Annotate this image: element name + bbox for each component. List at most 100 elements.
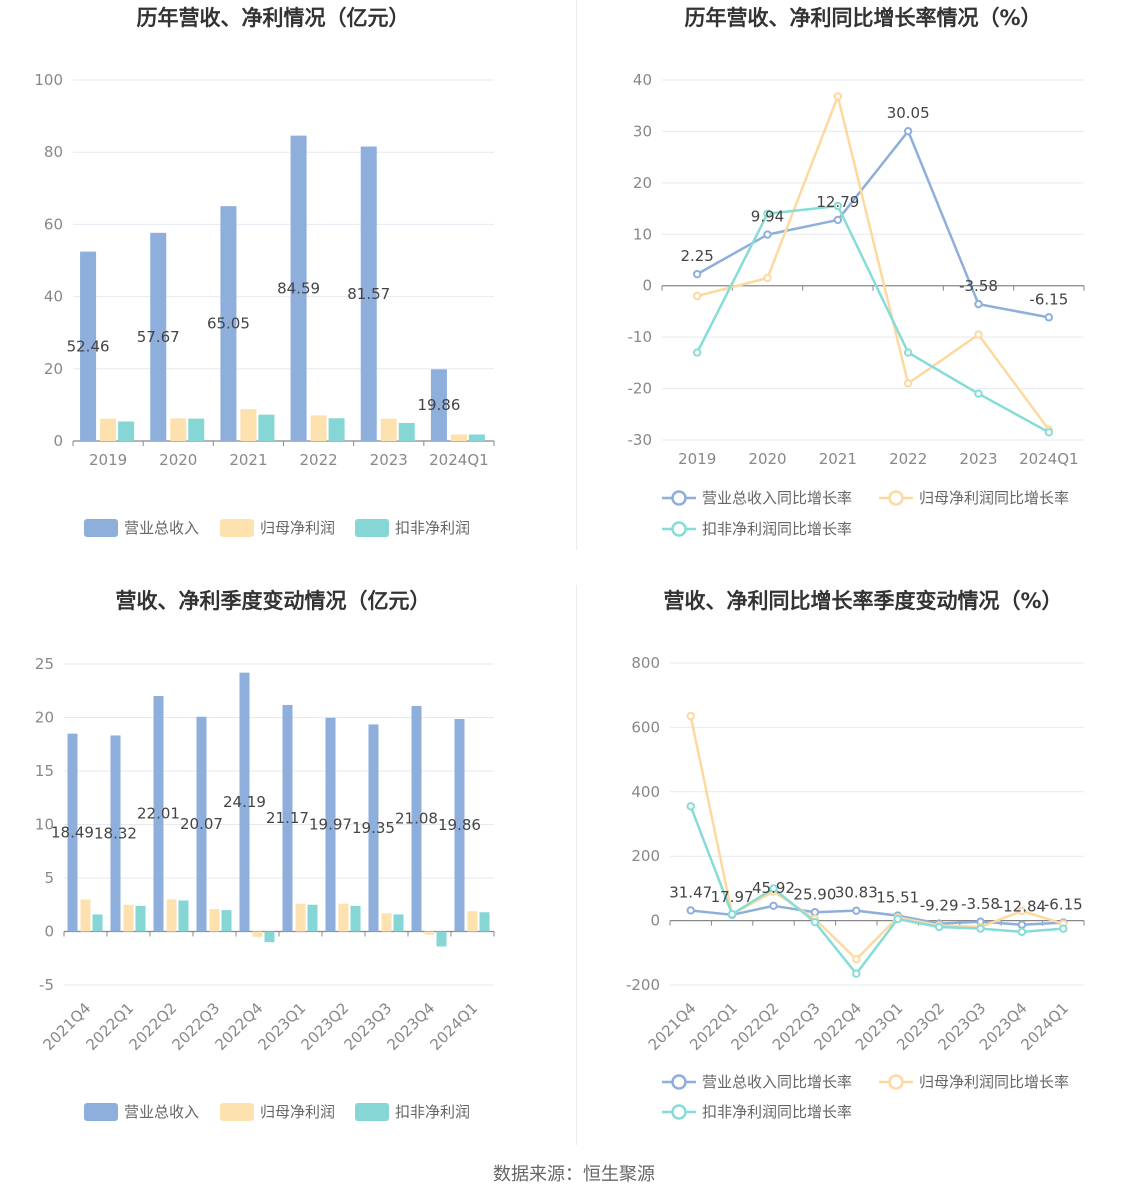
point-deducted-profit-2023q4 [1017,927,1027,937]
data-label-revenue-2021q4: 18.49 [51,824,94,842]
data-label-revenue-2020: 57.67 [137,328,180,346]
data-source-note: 数据来源：恒生聚源 [493,1164,655,1185]
series-deducted-profit [686,802,1068,978]
point-deducted-profit-2023q2 [934,922,944,932]
bar-revenue-2022q3 [196,716,207,932]
data-label-revenue-2024q1: 19.86 [438,816,481,834]
y-tick-label: 400 [631,783,660,801]
bar-net-profit-2019 [100,418,117,441]
x-tick-label-2020: 2020 [748,450,786,468]
quarterly-bar-chart-svg: 营收、净利季度变动情况（亿元）-505101520252021Q42022Q12… [35,589,495,1121]
data-label-revenue-2023q1: 21.17 [266,809,309,827]
data-label-revenue-2022q4: 24.19 [223,793,266,811]
bar-revenue-2022q4 [239,672,250,932]
legend-swatch-net-profit [220,1103,254,1121]
bar-net-profit-2022q1 [123,904,134,932]
point-revenue-2020 [763,230,772,239]
legend-item-revenue: 营业总收入同比增长率 [662,1073,852,1091]
y-tick-label: 40 [44,288,63,306]
point-revenue-2022q2 [769,901,778,911]
bar-deducted-profit-2021 [258,414,275,441]
series-revenue [80,135,447,442]
y-tick-label: 20 [44,360,63,378]
data-label-revenue-growth-2023: -3.58 [959,277,998,295]
legend-label-revenue: 营业总收入同比增长率 [702,1073,852,1091]
legend-marker-revenue [671,1074,687,1090]
legend-item-deducted-profit: 扣非净利润 [355,519,470,537]
x-tick-label-2023: 2023 [959,450,997,468]
data-label-revenue-growth-2024q1: -6.15 [1044,896,1083,914]
data-label-revenue-2022: 84.59 [277,279,320,297]
data-label-revenue-growth-2022q3: 25.90 [793,885,836,903]
y-tick-label: 200 [631,847,660,865]
bar-net-profit-2024q1 [467,911,478,932]
legend-label-revenue: 营业总收入 [124,1103,199,1121]
bar-deducted-profit-2023q1 [307,904,318,932]
x-tick-label-2024q1: 2024Q1 [427,999,482,1054]
bar-revenue-2022q1 [110,735,121,932]
legend-label-net-profit: 归母净利润 [260,519,335,537]
panel-divider-bottom [576,585,577,1145]
x-tick-label-2024q1: 2024Q1 [429,451,489,469]
chart-annual-revenue-profit: 历年营收、净利情况（亿元） 0 20 40 60 80 100 2019 2020 2021 202… [0,0,576,560]
legend-item-net-profit: 归母净利润同比增长率 [879,489,1069,507]
y-tick-label: -5 [39,976,54,994]
data-label-revenue-growth-2024q1: -6.15 [1029,290,1068,308]
bar-net-profit-2023q1 [295,903,306,932]
line-deducted-profit [689,805,1064,975]
point-deducted-profit-2022q1 [727,909,737,919]
data-label-revenue-growth-2022q4: 30.83 [835,884,878,902]
legend-marker-revenue [671,490,687,506]
x-tick-label-2021: 2021 [229,451,267,469]
point-revenue-2023 [974,299,983,309]
bar-net-profit-2022q4 [252,931,263,937]
legend-swatch-revenue [84,519,118,537]
bar-net-profit-2022q2 [166,899,177,932]
point-revenue-2022 [903,126,913,136]
chart-quarterly-growth-rate: 营收、净利同比增长率季度变动情况（%） -200 0 200 400 600 800 2021… [577,580,1148,1150]
bar-deducted-profit-2023q2 [350,905,361,932]
legend-item-net-profit: 归母净利润同比增长率 [879,1073,1069,1091]
data-label-revenue-growth-2023q2: -9.29 [920,897,959,915]
bar-net-profit-2021q4 [80,899,91,932]
point-revenue-2022q4 [852,906,861,915]
legend-marker-net-profit [888,1074,904,1090]
data-label-revenue-growth-2023q1: 15.51 [876,889,919,907]
x-tick-label-2021: 2021 [819,450,857,468]
legend-marker-deducted-profit [671,521,687,537]
bar-revenue-2020 [150,232,167,441]
legend-item-deducted-profit: 扣非净利润 [355,1103,470,1121]
legend-swatch-deducted-profit [355,1103,389,1121]
legend-label-revenue: 营业总收入 [124,519,199,537]
quarterly-growth-chart-svg: 营收、净利同比增长率季度变动情况（%）-20002004006008002021… [626,589,1085,1121]
y-tick-label: 20 [35,709,54,727]
x-tick-label-2023: 2023 [370,451,408,469]
point-revenue-2023q4 [1017,920,1027,929]
y-tick-label: 0 [53,432,63,450]
y-tick-label: 15 [35,762,54,780]
point-net-profit-2019 [692,291,702,301]
legend-label-net-profit: 归母净利润同比增长率 [919,1073,1069,1091]
data-label-revenue-2022q3: 20.07 [180,815,223,833]
data-label-revenue-2024q1: 19.86 [417,396,460,414]
data-label-revenue-growth-2020: 9.94 [751,208,784,226]
bar-revenue-2024q1 [454,718,465,932]
legend: 营业总收入 归母净利润 扣非净利润 [84,519,470,537]
legend-marker-deducted-profit [671,1104,687,1120]
point-deducted-profit-2022q2 [769,884,778,893]
legend-label-net-profit: 归母净利润同比增长率 [919,489,1069,507]
line-net-profit [689,715,1064,961]
y-tick-label: 30 [633,122,652,140]
bar-deducted-profit-2022q2 [178,900,189,932]
point-net-profit-2023q4 [1017,906,1027,916]
point-revenue-2019 [692,269,702,279]
point-net-profit-2022q4 [852,955,861,964]
point-net-profit-2020 [763,273,772,283]
bar-revenue-2023q2 [325,717,336,932]
data-label-revenue-growth-2022q2: 45.92 [752,879,795,897]
point-revenue-2021 [833,215,843,225]
legend: 营业总收入 归母净利润 扣非净利润 [84,1103,470,1121]
bar-deducted-profit-2022 [328,418,345,441]
data-label-revenue-growth-2021: 12.79 [816,193,859,211]
